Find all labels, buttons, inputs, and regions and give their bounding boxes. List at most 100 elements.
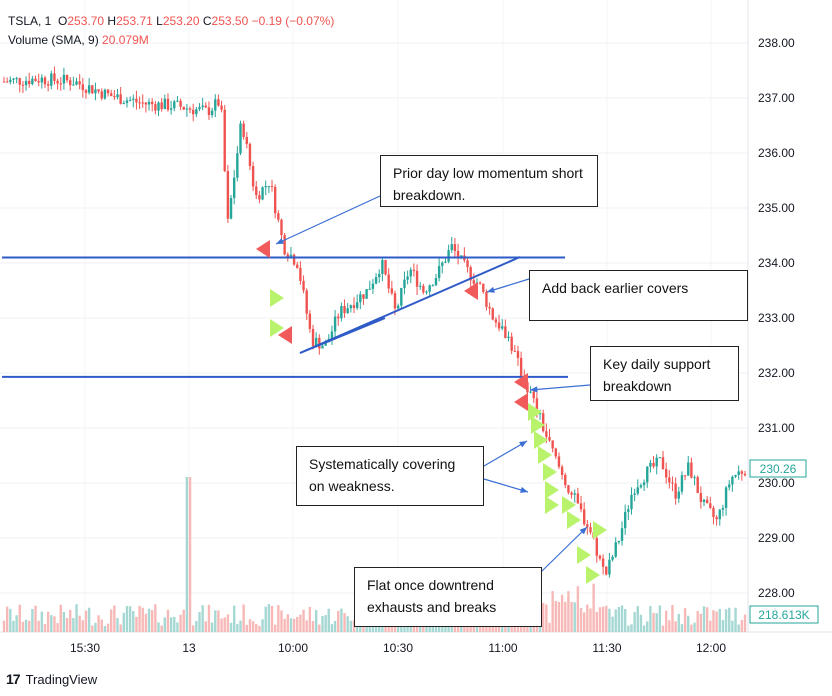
candle-body xyxy=(507,336,510,338)
annotation-text: Key daily support breakdown xyxy=(603,356,711,394)
y-tick-label: 233.00 xyxy=(758,311,795,325)
volume-bar xyxy=(444,623,447,632)
volume-bar xyxy=(258,625,261,632)
candle-body xyxy=(743,473,747,476)
volume-bar xyxy=(147,608,151,632)
volume-bar xyxy=(330,624,334,632)
candle-body xyxy=(321,345,324,349)
last-volume-label: 218.613K xyxy=(749,605,819,624)
candle-body xyxy=(661,457,665,469)
candle-body xyxy=(201,105,204,108)
last-price-box xyxy=(749,459,807,478)
candle-body xyxy=(352,305,356,308)
volume-bar xyxy=(687,615,690,632)
candle-body xyxy=(261,187,264,200)
x-tick-label: 10:00 xyxy=(278,641,308,655)
candle-body xyxy=(116,94,119,98)
candle-body xyxy=(516,351,520,358)
candle-body xyxy=(488,306,491,309)
volume-bar xyxy=(469,623,472,632)
volume-legend: Volume (SMA, 9) 20.079M xyxy=(8,33,149,47)
candle-body xyxy=(229,198,233,219)
volume-bar xyxy=(548,622,551,632)
volume-bar xyxy=(214,610,217,632)
candle-body xyxy=(705,499,709,504)
candle-body xyxy=(106,89,110,94)
x-tick-label: 12:00 xyxy=(696,641,726,655)
volume-bar xyxy=(305,620,308,632)
volume-bar xyxy=(658,605,662,632)
open-label: O xyxy=(58,14,68,28)
candle-body xyxy=(9,79,12,83)
candle-body xyxy=(617,540,621,543)
volume-bar xyxy=(286,614,289,632)
candle-body xyxy=(564,474,567,486)
candle-body xyxy=(491,308,494,320)
volume-bar xyxy=(311,621,315,632)
candle-body xyxy=(286,254,289,258)
volume-bar xyxy=(292,618,296,632)
volume-bar xyxy=(103,625,107,632)
candle-body xyxy=(378,273,381,278)
volume-bar xyxy=(5,606,9,632)
candle-body xyxy=(119,94,122,104)
candle-body xyxy=(15,78,18,80)
volume-bar xyxy=(277,605,280,632)
volume-bar xyxy=(201,605,204,632)
candle-body xyxy=(620,528,624,541)
volume-bar xyxy=(135,616,138,632)
candle-body xyxy=(425,291,428,293)
candle-body xyxy=(160,102,163,110)
volume-bar xyxy=(463,624,466,632)
candle-body xyxy=(441,262,444,266)
candle-body xyxy=(245,136,248,144)
last-price-value: 230.26 xyxy=(760,462,797,476)
candle-body xyxy=(501,326,504,329)
candle-body xyxy=(210,110,214,116)
volume-bar xyxy=(627,625,630,632)
candle-body xyxy=(179,100,182,107)
candle-body xyxy=(718,509,721,520)
volume-bar xyxy=(18,604,21,632)
volume-bar xyxy=(248,619,252,632)
volume-bar xyxy=(255,623,258,632)
candle-body xyxy=(5,81,9,83)
candle-body xyxy=(182,106,185,110)
candle-body xyxy=(2,81,6,83)
volume-bar xyxy=(72,618,75,632)
volume-bar xyxy=(592,583,595,632)
candle-body xyxy=(504,326,507,338)
volume-bar xyxy=(664,610,668,632)
volume-bar xyxy=(270,605,274,632)
volume-bar xyxy=(151,610,154,632)
candle-body xyxy=(69,80,72,86)
volume-bar xyxy=(589,608,592,632)
candle-body xyxy=(166,98,170,110)
candle-body xyxy=(311,328,315,346)
candle-body xyxy=(551,440,554,449)
candle-body xyxy=(270,185,274,187)
candle-body xyxy=(371,283,375,289)
footer-brand[interactable]: 17 TradingView xyxy=(6,671,97,687)
annotation-arrow xyxy=(483,440,528,467)
candle-body xyxy=(343,305,346,314)
volume-bar xyxy=(551,591,554,632)
volume-bar xyxy=(81,620,85,632)
candle-body xyxy=(87,85,91,93)
candle-body xyxy=(220,105,223,110)
volume-bar xyxy=(390,622,394,632)
candle-body xyxy=(731,476,734,485)
candle-body xyxy=(62,74,66,84)
candle-body xyxy=(674,483,677,499)
candle-body xyxy=(242,123,245,137)
candle-body xyxy=(314,337,318,346)
candle-body xyxy=(541,413,545,432)
volume-bar xyxy=(157,622,160,632)
candle-body xyxy=(658,457,662,459)
candle-body xyxy=(655,457,658,467)
candle-body xyxy=(415,270,419,287)
volume-bar xyxy=(289,618,293,632)
volume-bar xyxy=(608,608,611,632)
volume-bar xyxy=(21,621,25,632)
